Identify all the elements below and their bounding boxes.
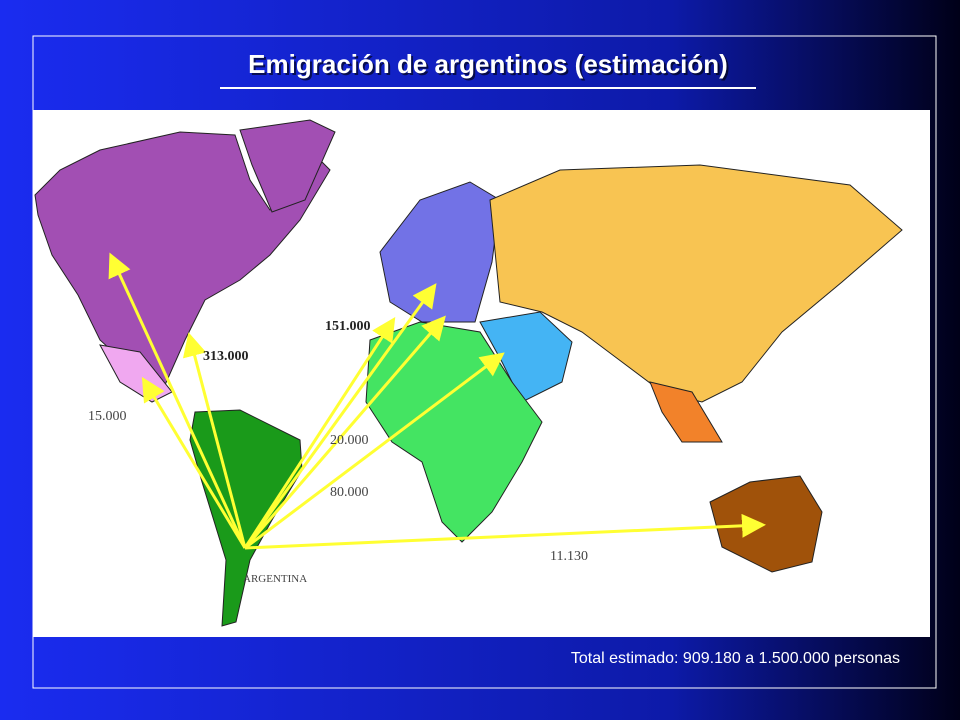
- title-shadow: Emigración de argentinos (estimación): [250, 51, 730, 81]
- north-america: [34, 131, 331, 386]
- flow-label: 20.000: [330, 433, 369, 448]
- title: Emigración de argentinos (estimación): [248, 49, 728, 79]
- arrow: [244, 513, 766, 550]
- arrow: [108, 252, 247, 549]
- arrow: [182, 332, 247, 549]
- arrow: [243, 316, 396, 549]
- flow-label: 11.130: [550, 549, 588, 564]
- arrows: [108, 252, 766, 550]
- flow-label: 313.000: [203, 349, 249, 364]
- flow-label: 15.000: [88, 409, 127, 424]
- greenland: [239, 119, 336, 213]
- footer: Total estimado: 909.180 a 1.500.000 pers…: [571, 650, 900, 667]
- continents: [34, 119, 903, 627]
- southeast-asia: [649, 381, 723, 443]
- arrow: [243, 283, 437, 549]
- arrow: [141, 376, 247, 549]
- flow-label: 151.000: [325, 319, 371, 334]
- arrow: [243, 315, 446, 549]
- origin-label: ARGENTINA: [243, 573, 307, 585]
- flow-label: 80.000: [330, 485, 369, 500]
- arrow: [244, 352, 505, 550]
- europe: [379, 181, 501, 323]
- africa: [365, 321, 543, 543]
- asia: [489, 164, 903, 403]
- australia: [709, 475, 823, 573]
